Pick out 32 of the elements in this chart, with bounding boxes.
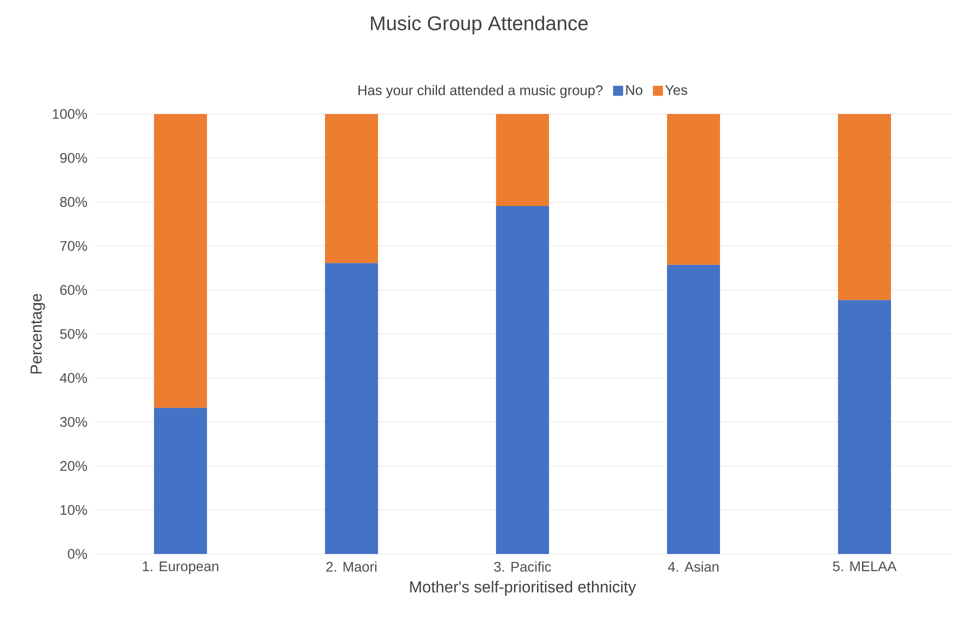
y-axis-title: Percentage (30, 294, 45, 374)
x-axis-title: Mother's self-prioritised ethnicity (410, 580, 636, 596)
bar (496, 114, 550, 206)
y-tick-label: 60% (60, 285, 87, 295)
x-tick-label: 3. Pacific (494, 562, 552, 572)
bar (667, 114, 720, 265)
y-tick-label: 50% (60, 329, 87, 339)
bar (667, 264, 720, 554)
x-tick-label: 1. European (142, 562, 218, 574)
legend-label: No (626, 85, 642, 95)
bar (154, 408, 208, 554)
bar (496, 206, 550, 554)
chart-title: Music Group Attendance (371, 16, 588, 34)
y-tick-label: 100% (52, 109, 87, 119)
legend-label: Yes (665, 85, 688, 95)
y-tick-label: 70% (60, 241, 87, 251)
y-tick-label: 30% (60, 417, 87, 427)
bar (325, 263, 378, 554)
x-tick-label: 4. Asian (668, 562, 718, 572)
y-tick-label: 20% (60, 461, 87, 471)
bar (838, 114, 892, 300)
y-tick-label: 90% (60, 153, 87, 163)
x-tick-label: 2. Maori (326, 562, 376, 572)
y-tick-label: 40% (60, 373, 87, 383)
bar (154, 114, 208, 408)
y-tick-label: 0% (68, 549, 87, 559)
bar (838, 300, 892, 554)
legend-title: Has your child attended a music group? (358, 84, 603, 98)
x-tick-label: 5. MELAA (833, 562, 897, 572)
bar (325, 114, 378, 264)
y-tick-label: 10% (60, 505, 87, 515)
y-tick-label: 80% (60, 197, 87, 207)
